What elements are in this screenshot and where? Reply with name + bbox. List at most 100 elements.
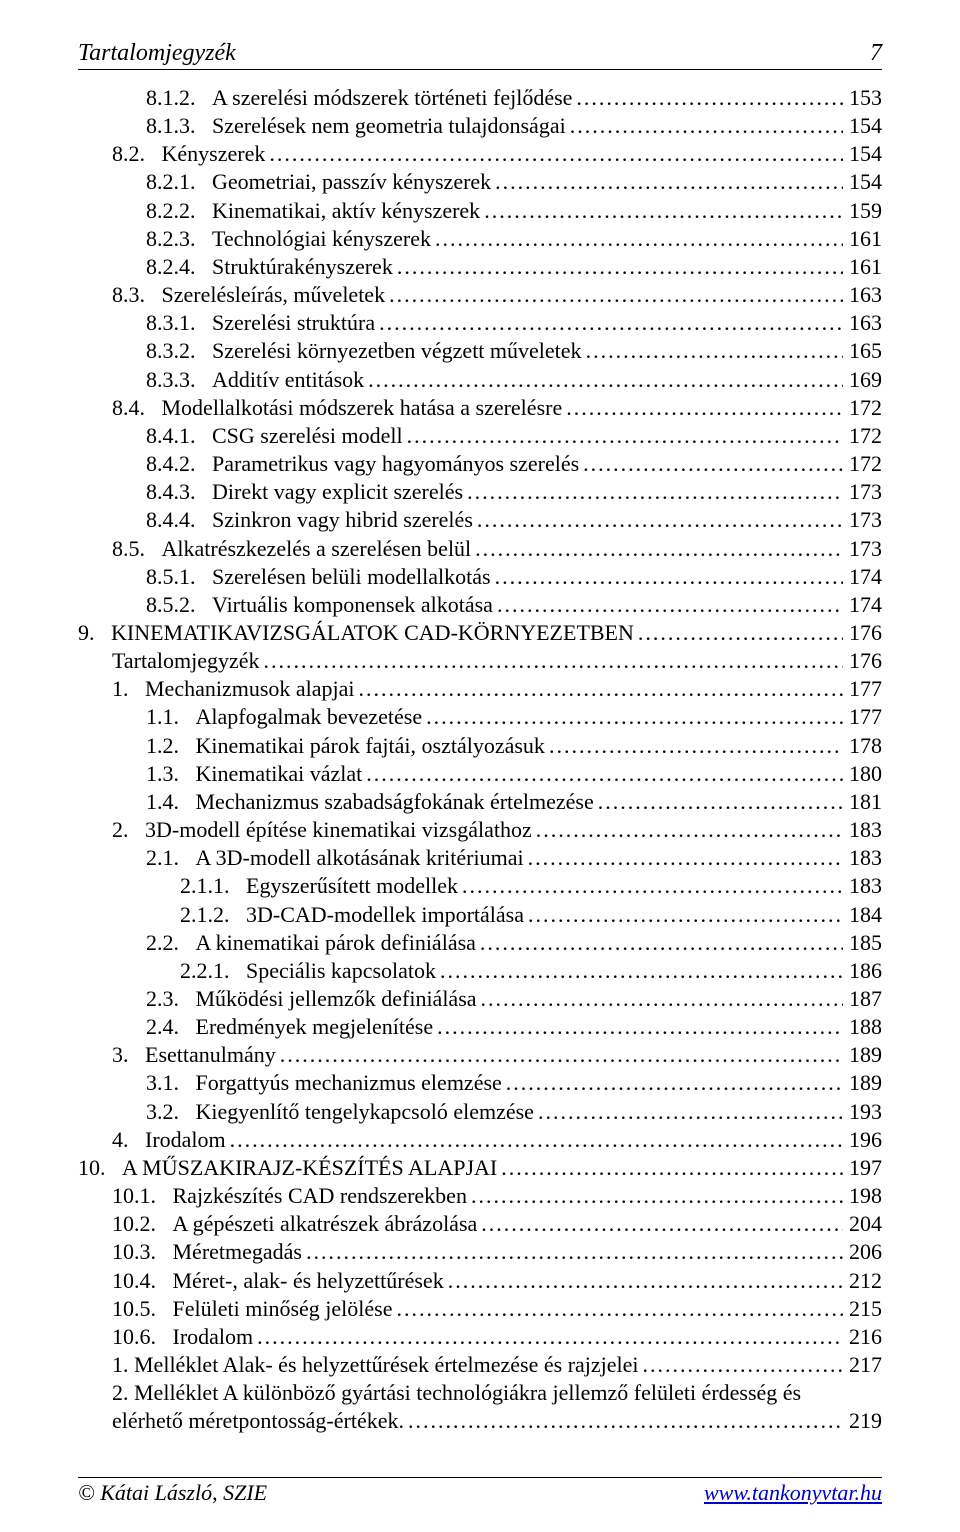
toc-entry-label: 8.4. Modellalkotási módszerek hatása a s… xyxy=(112,394,566,422)
toc-entry-title: A 3D-modell alkotásának kritériumai xyxy=(196,845,524,870)
toc-leader-dots xyxy=(359,675,843,703)
toc-entry: 3.2. Kiegyenlítő tengelykapcsoló elemzés… xyxy=(78,1098,882,1126)
toc-entry-number: 9. xyxy=(78,620,95,645)
toc-leader-dots xyxy=(566,394,843,422)
toc-entry-number: 8.4. xyxy=(112,395,145,420)
toc-entry-number: 2. xyxy=(112,817,129,842)
toc-entry: 1.4. Mechanizmus szabadságfokának értelm… xyxy=(78,788,882,816)
toc-entry: 10.2. A gépészeti alkatrészek ábrázolása… xyxy=(78,1210,882,1238)
toc-entry: 8.1.3. Szerelések nem geometria tulajdon… xyxy=(78,112,882,140)
toc-entry-page: 174 xyxy=(843,563,882,591)
toc-entry-page: 183 xyxy=(843,872,882,900)
toc-entry-title: Felületi minőség jelölése xyxy=(173,1296,393,1321)
toc-entry-number: 8.5. xyxy=(112,536,145,561)
toc-entry: 3.1. Forgattyús mechanizmus elemzése 189 xyxy=(78,1069,882,1097)
toc-entry-title: Geometriai, passzív kényszerek xyxy=(212,169,491,194)
toc-entry: 2.4. Eredmények megjelenítése 188 xyxy=(78,1013,882,1041)
toc-entry-label: 2.4. Eredmények megjelenítése xyxy=(146,1013,437,1041)
toc-entry: 10.6. Irodalom 216 xyxy=(78,1323,882,1351)
toc-entry: 2.1.2. 3D-CAD-modellek importálása 184 xyxy=(78,901,882,929)
toc-entry: 8.4. Modellalkotási módszerek hatása a s… xyxy=(78,394,882,422)
toc-entry-label: 8.3.1. Szerelési struktúra xyxy=(146,309,379,337)
toc-entry-number: 8.5.1. xyxy=(146,564,196,589)
toc-entry-label: 10.2. A gépészeti alkatrészek ábrázolása xyxy=(112,1210,481,1238)
toc-entry-number: 2.2. xyxy=(146,930,179,955)
toc-entry-page: 206 xyxy=(843,1238,882,1266)
toc-entry-number: 8.3. xyxy=(112,282,145,307)
toc-entry-title: Modellalkotási módszerek hatása a szerel… xyxy=(162,395,563,420)
toc-entry-page: 193 xyxy=(843,1098,882,1126)
toc-entry: 9. KINEMATIKAVIZSGÁLATOK CAD-KÖRNYEZETBE… xyxy=(78,619,882,647)
toc-entry-label: 3. Esettanulmány xyxy=(112,1041,280,1069)
toc-entry-label: 2.1. A 3D-modell alkotásának kritériumai xyxy=(146,844,528,872)
toc-entry-number: 8.2.1. xyxy=(146,169,196,194)
toc-entry: 10.4. Méret-, alak- és helyzettűrések 21… xyxy=(78,1267,882,1295)
toc-entry-number: 2.1.2. xyxy=(180,902,230,927)
toc-entry-title: A szerelési módszerek történeti fejlődés… xyxy=(212,85,572,110)
toc-entry-title: Struktúrakényszerek xyxy=(212,254,393,279)
toc-entry-title: Eredmények megjelenítése xyxy=(196,1014,434,1039)
toc-entry: 2.3. Működési jellemzők definiálása 187 xyxy=(78,985,882,1013)
toc-entry-label: 8.3.2. Szerelési környezetben végzett mű… xyxy=(146,337,586,365)
toc-entry-title: Parametrikus vagy hagyományos szerelés xyxy=(212,451,579,476)
toc-entry-number: 2.3. xyxy=(146,986,179,1011)
toc-entry-label: 8.5. Alkatrészkezelés a szerelésen belül xyxy=(112,535,475,563)
toc-entry-label: 3.2. Kiegyenlítő tengelykapcsoló elemzés… xyxy=(146,1098,538,1126)
toc-leader-dots xyxy=(440,957,843,985)
toc-entry-title: Esettanulmány xyxy=(145,1042,276,1067)
toc-entry-page: 198 xyxy=(843,1182,882,1210)
toc-leader-dots xyxy=(408,1407,843,1435)
toc-leader-dots xyxy=(576,84,843,112)
toc-entry-number: 8.4.2. xyxy=(146,451,196,476)
toc-entry-label: 2.1.1. Egyszerűsített modellek xyxy=(180,872,462,900)
toc-entry-title: Szerelési környezetben végzett műveletek xyxy=(212,338,582,363)
toc-entry-title: Kinematikai párok fajtái, osztályozásuk xyxy=(196,733,545,758)
toc-leader-dots xyxy=(306,1238,843,1266)
toc-entry-page: 183 xyxy=(843,816,882,844)
footer-link[interactable]: www.tankonyvtar.hu xyxy=(704,1480,882,1506)
toc-entry-page: 216 xyxy=(843,1323,882,1351)
toc-leader-dots xyxy=(481,985,843,1013)
toc-entry-page: 187 xyxy=(843,985,882,1013)
toc-entry: 2. 3D-modell építése kinematikai vizsgál… xyxy=(78,816,882,844)
toc-entry-title: Direkt vagy explicit szerelés xyxy=(212,479,463,504)
toc-entry-label: 8.1.3. Szerelések nem geometria tulajdon… xyxy=(146,112,570,140)
toc-entry-page: 173 xyxy=(843,506,882,534)
toc-leader-dots xyxy=(366,760,843,788)
toc-entry-number: 8.3.3. xyxy=(146,367,196,392)
toc-leader-dots xyxy=(397,253,843,281)
toc-leader-dots xyxy=(396,1295,843,1323)
toc-entry-title: Egyszerűsített modellek xyxy=(246,873,458,898)
toc-entry-title: Szerelésleírás, műveletek xyxy=(162,282,386,307)
toc-leader-dots xyxy=(570,112,843,140)
toc-entry-page: 178 xyxy=(843,732,882,760)
toc-entry-label: 1.2. Kinematikai párok fajtái, osztályoz… xyxy=(146,732,549,760)
toc-entry-page: 154 xyxy=(843,140,882,168)
toc-entry-label: 1. Mechanizmusok alapjai xyxy=(112,675,359,703)
toc-entry: 8.2. Kényszerek 154 xyxy=(78,140,882,168)
toc-entry-number: 10.6. xyxy=(112,1324,156,1349)
toc-entry-title: CSG szerelési modell xyxy=(212,423,403,448)
toc-entry-title: Szerelésen belüli modellalkotás xyxy=(212,564,491,589)
toc-entry-title: Mechanizmusok alapjai xyxy=(145,676,355,701)
toc-entry: 8.4.3. Direkt vagy explicit szerelés 173 xyxy=(78,478,882,506)
toc-leader-dots xyxy=(230,1126,843,1154)
toc-entry: 8.5. Alkatrészkezelés a szerelésen belül… xyxy=(78,535,882,563)
toc-leader-dots xyxy=(426,703,843,731)
toc-entry-label: 8.2.2. Kinematikai, aktív kényszerek xyxy=(146,197,484,225)
toc-entry: 10.3. Méretmegadás 206 xyxy=(78,1238,882,1266)
toc-entry-page: 186 xyxy=(843,957,882,985)
toc-entry-title: Szerelési struktúra xyxy=(212,310,375,335)
toc-entry-title: Méret-, alak- és helyzettűrések xyxy=(173,1268,444,1293)
toc-entry-label: 3.1. Forgattyús mechanizmus elemzése xyxy=(146,1069,506,1097)
toc-entry-label: 10.3. Méretmegadás xyxy=(112,1238,306,1266)
toc-entry-title: Rajzkészítés CAD rendszerekben xyxy=(173,1183,467,1208)
page: Tartalomjegyzék 7 8.1.2. A szerelési mód… xyxy=(0,0,960,1532)
toc-entry: 2.1.1. Egyszerűsített modellek 183 xyxy=(78,872,882,900)
toc-entry-label: 10.1. Rajzkészítés CAD rendszerekben xyxy=(112,1182,471,1210)
toc-entry-label: 1. Melléklet Alak- és helyzettűrések ért… xyxy=(112,1351,643,1379)
toc-entry-page: 163 xyxy=(843,281,882,309)
toc-entry-page: 177 xyxy=(843,703,882,731)
toc-entry-page: 188 xyxy=(843,1013,882,1041)
toc-leader-dots xyxy=(536,816,843,844)
